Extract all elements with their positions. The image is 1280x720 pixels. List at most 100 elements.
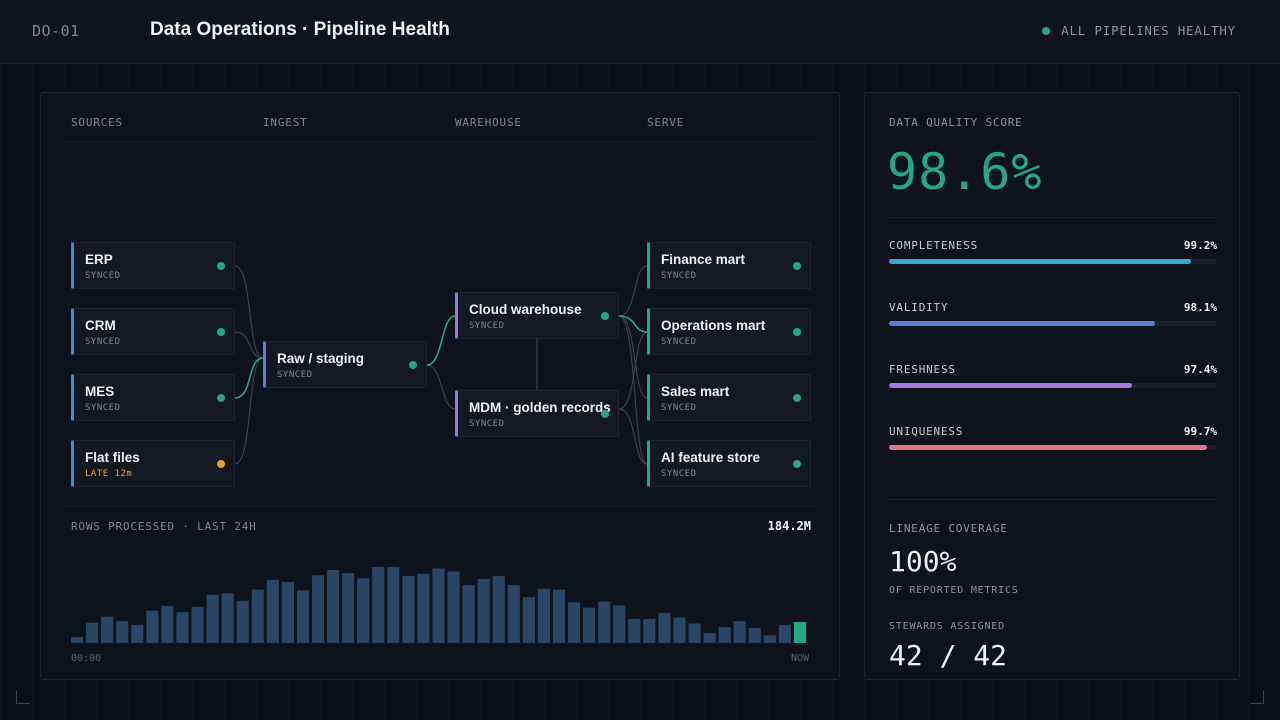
- node-status: SYNCED: [277, 370, 313, 380]
- node-sales-mart[interactable]: Sales mart SYNCED: [647, 374, 811, 421]
- health-status: ALL PIPELINES HEALTHY: [1042, 23, 1236, 38]
- chart-bar-28: [492, 576, 505, 643]
- chart-bar-21: [387, 567, 400, 643]
- chart-bar-35: [598, 601, 611, 643]
- metric-name: COMPLETENESS: [889, 239, 979, 252]
- node-status: SYNCED: [469, 321, 505, 331]
- chart-bar-33: [568, 602, 581, 643]
- chart-bar-7: [176, 612, 189, 643]
- chart-bar-25: [447, 571, 460, 643]
- x-axis-end: NOW: [790, 653, 809, 664]
- health-status-label: ALL PIPELINES HEALTHY: [1061, 23, 1236, 38]
- node-raw-staging[interactable]: Raw / staging SYNCED: [263, 341, 427, 388]
- chart-bar-42: [703, 633, 716, 643]
- status-dot-icon: [1042, 26, 1051, 35]
- node-finance-mart[interactable]: Finance mart SYNCED: [647, 242, 811, 289]
- metric-uniqueness: UNIQUENESS 99.7%: [889, 425, 1217, 455]
- chart-bar-12: [251, 589, 264, 643]
- chart-bar-14: [281, 582, 294, 643]
- metric-fill-bar: [889, 445, 1208, 450]
- node-name: ERP: [85, 252, 113, 267]
- column-header-sources: SOURCES: [71, 116, 123, 129]
- node-status: SYNCED: [661, 403, 697, 413]
- connector-ingest-warehouse-active: [426, 315, 456, 366]
- rows-chart-label: ROWS PROCESSED · LAST 24H: [71, 520, 257, 533]
- chart-bar-26: [462, 585, 475, 643]
- node-status: SYNCED: [469, 419, 505, 429]
- metric-name: FRESHNESS: [889, 363, 956, 376]
- lineage-connectors: [234, 265, 648, 465]
- node-name: Sales mart: [661, 384, 730, 399]
- chart-bar-32: [552, 589, 566, 643]
- metric-completeness: COMPLETENESS 99.2%: [889, 239, 1217, 269]
- chart-bar-31: [537, 588, 550, 643]
- stewards-title: STEWARDS ASSIGNED: [889, 621, 1005, 632]
- chart-bar-19: [357, 578, 370, 643]
- node-name: MES: [85, 384, 115, 399]
- node-status: SYNCED: [661, 337, 697, 347]
- node-name: Operations mart: [661, 318, 766, 333]
- connector-flatfiles-ingest: [234, 357, 264, 465]
- quality-score: 98.6%: [887, 143, 1043, 201]
- chart-bar-11: [236, 600, 249, 643]
- x-axis-start: 00:00: [71, 653, 102, 664]
- chart-bar-37: [628, 618, 641, 643]
- chart-bar-34: [583, 607, 596, 643]
- quality-divider: [889, 217, 1217, 218]
- lineage-subtitle: OF REPORTED METRICS: [889, 585, 1019, 596]
- node-erp[interactable]: ERP SYNCED: [71, 242, 235, 289]
- rows-chart-total: 184.2M: [767, 519, 811, 533]
- connector-ingest-mdm: [426, 364, 456, 410]
- metric-value: 97.4%: [1183, 363, 1217, 376]
- metric-name: VALIDITY: [889, 301, 949, 314]
- chart-bar-16: [311, 575, 325, 643]
- chart-bar-3: [116, 621, 129, 643]
- metric-track: [889, 259, 1217, 264]
- chart-bar-9: [206, 594, 219, 643]
- metric-track: [889, 383, 1217, 388]
- node-name: Finance mart: [661, 252, 746, 267]
- lineage-title: LINEAGE COVERAGE: [889, 522, 1008, 535]
- chart-bar-46: [763, 635, 776, 643]
- quality-title: DATA QUALITY SCORE: [889, 116, 1023, 129]
- node-cloud-warehouse[interactable]: Cloud warehouse SYNCED: [455, 292, 619, 339]
- chart-bar-27: [477, 579, 490, 643]
- top-bar: DO-01 Data Operations · Pipeline Health …: [0, 0, 1280, 64]
- column-header-ingest: INGEST: [263, 116, 308, 129]
- corner-bracket-right: [1250, 690, 1264, 704]
- chart-bar-5: [146, 610, 159, 643]
- node-status: SYNCED: [85, 271, 121, 281]
- metric-freshness: FRESHNESS 97.4%: [889, 363, 1217, 393]
- header-divider: [65, 141, 817, 142]
- chart-bar-23: [417, 573, 430, 643]
- status-dot-icon: [217, 262, 225, 270]
- chart-bar-44: [733, 621, 746, 643]
- node-name: Cloud warehouse: [469, 302, 582, 317]
- metric-fill-bar: [889, 383, 1132, 388]
- chart-bar-15: [296, 590, 309, 643]
- chart-bar-2: [101, 616, 114, 643]
- node-mes[interactable]: MES SYNCED: [71, 374, 235, 421]
- dashboard-code: DO-01: [32, 22, 80, 40]
- metric-fill-bar: [889, 259, 1191, 264]
- node-ai-feature-store[interactable]: AI feature store SYNCED: [647, 440, 811, 487]
- node-crm[interactable]: CRM SYNCED: [71, 308, 235, 355]
- chart-bar-30: [522, 597, 535, 643]
- column-header-serve: SERVE: [647, 116, 685, 129]
- column-header-warehouse: WAREHOUSE: [455, 116, 522, 129]
- chart-bar-4: [131, 624, 144, 643]
- chart-bar-6: [161, 606, 174, 643]
- chart-bar-40: [673, 617, 686, 643]
- node-mdm-golden-records[interactable]: MDM · golden records SYNCED: [455, 390, 619, 437]
- chart-bar-18: [342, 573, 355, 643]
- connector-warehouse-finance: [618, 265, 648, 317]
- status-dot-icon: [601, 410, 609, 418]
- chart-bar-39: [658, 612, 671, 643]
- node-name: AI feature store: [661, 450, 761, 465]
- node-operations-mart[interactable]: Operations mart SYNCED: [647, 308, 811, 355]
- chart-bar-45: [748, 627, 761, 643]
- chart-bar-22: [402, 576, 415, 643]
- status-dot-icon: [793, 394, 801, 402]
- connector-mes-ingest-active: [234, 357, 264, 399]
- node-flat-files[interactable]: Flat files LATE 12m: [71, 440, 235, 487]
